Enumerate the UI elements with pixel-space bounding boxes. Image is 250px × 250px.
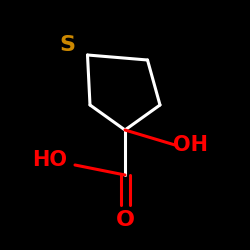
Text: S: S (60, 35, 76, 55)
Text: O: O (116, 210, 134, 230)
Text: OH: OH (172, 135, 208, 155)
Text: HO: HO (32, 150, 68, 170)
